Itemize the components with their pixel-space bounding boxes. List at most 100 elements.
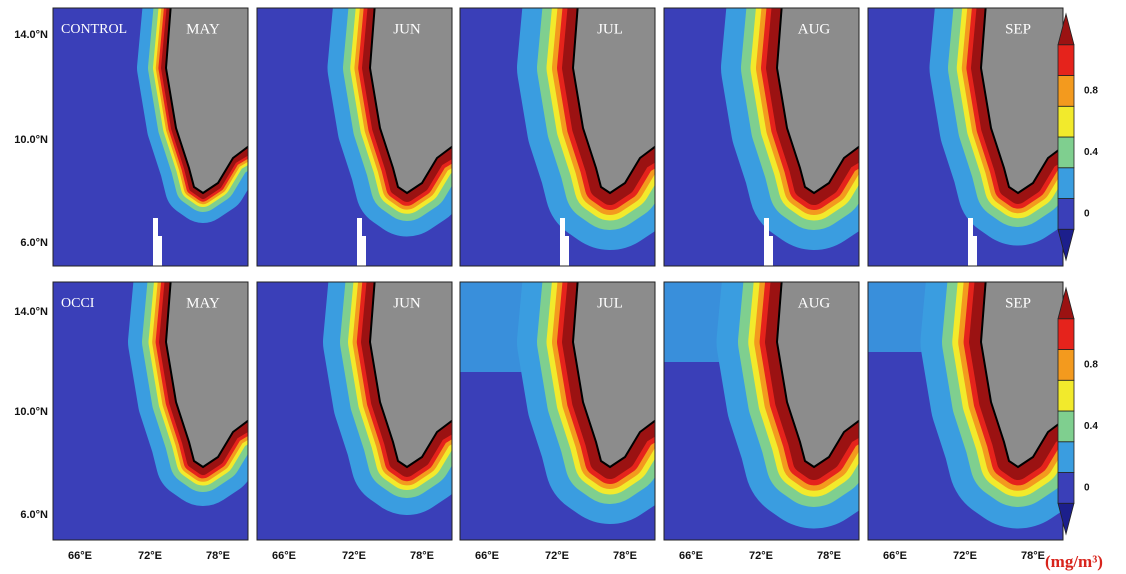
- month-label: JUN: [393, 295, 421, 311]
- colorbar-segment: [1057, 44, 1075, 76]
- colorbar-segment: [1057, 136, 1075, 169]
- colorbar-triangle: [1057, 286, 1075, 320]
- map-panel: JUL: [459, 7, 656, 267]
- row-label: CONTROL: [61, 22, 127, 37]
- lat-tick-label: 14.0°N: [14, 306, 48, 318]
- month-label: MAY: [186, 295, 220, 311]
- month-label: SEP: [1005, 21, 1031, 37]
- month-label: MAY: [186, 21, 220, 37]
- colorbar-tick-label: 0: [1084, 209, 1090, 220]
- colorbar-segment: [1057, 410, 1075, 443]
- month-label: JUL: [597, 295, 623, 311]
- month-label: AUG: [798, 295, 831, 311]
- lon-tick-label: 72°E: [953, 550, 977, 562]
- panel-frame: [256, 281, 453, 541]
- map-content: [868, 282, 1063, 540]
- unit-label: (mg/m³): [1045, 552, 1103, 571]
- colorbar-tick-label: 0.4: [1084, 421, 1098, 432]
- island: [565, 236, 569, 266]
- map-panel: JUN: [256, 281, 453, 541]
- map-panel: MAY OCCI: [52, 281, 249, 541]
- panel-frame: [663, 7, 860, 267]
- land: [571, 282, 655, 469]
- land: [164, 282, 248, 469]
- island: [357, 218, 362, 266]
- month-label: SEP: [1005, 295, 1031, 311]
- map-content: [53, 8, 248, 266]
- map-panel: SEP: [867, 7, 1064, 267]
- lon-tick-label: 72°E: [138, 550, 162, 562]
- land: [979, 8, 1063, 195]
- lon-tick-label: 78°E: [613, 550, 637, 562]
- land: [368, 8, 452, 195]
- map-panel: JUL: [459, 281, 656, 541]
- map-content: [868, 8, 1063, 266]
- colorbar-triangle: [1057, 12, 1075, 46]
- panel-frame: [52, 7, 249, 267]
- colorbar-tick-label: 0.4: [1084, 147, 1098, 158]
- map-panel: SEP: [867, 281, 1064, 541]
- panel-frame: [256, 7, 453, 267]
- lon-tick-label: 72°E: [749, 550, 773, 562]
- panel-frame: [52, 281, 249, 541]
- map-content: [257, 282, 452, 540]
- panel-frame: [459, 281, 656, 541]
- colorbar-tick-label: 0: [1084, 483, 1090, 494]
- land: [775, 282, 859, 469]
- map-panel: JUN: [256, 7, 453, 267]
- lat-tick-label: 6.0°N: [20, 509, 48, 521]
- map-panel: AUG: [663, 7, 860, 267]
- month-label: JUL: [597, 21, 623, 37]
- land: [164, 8, 248, 195]
- colorbar-segment: [1057, 75, 1075, 107]
- map-content: [53, 282, 248, 540]
- lon-tick-label: 78°E: [817, 550, 841, 562]
- colorbar-segment: [1057, 379, 1075, 412]
- map-content: [460, 8, 655, 266]
- lat-tick-label: 6.0°N: [20, 237, 48, 249]
- land: [571, 8, 655, 195]
- colorbar-tick-label: 0.8: [1084, 86, 1098, 97]
- land: [775, 8, 859, 195]
- month-label: JUN: [393, 21, 421, 37]
- lon-tick-label: 78°E: [206, 550, 230, 562]
- island: [973, 236, 977, 266]
- lon-tick-label: 66°E: [272, 550, 296, 562]
- month-label: AUG: [798, 21, 831, 37]
- colorbar-segment: [1057, 198, 1075, 230]
- island: [153, 218, 158, 266]
- island: [362, 236, 366, 266]
- lon-tick-label: 78°E: [410, 550, 434, 562]
- land: [368, 282, 452, 469]
- map-content: [257, 8, 452, 266]
- map-content: [664, 282, 859, 540]
- map-content: [664, 8, 859, 266]
- colorbar-segment: [1057, 167, 1075, 199]
- map-panel: AUG: [663, 281, 860, 541]
- colorbar-tick-label: 0.8: [1084, 360, 1098, 371]
- panel-frame: [663, 281, 860, 541]
- lat-tick-label: 10.0°N: [14, 134, 48, 146]
- map-content: [460, 282, 655, 540]
- row-label: OCCI: [61, 296, 95, 311]
- colorbar-segment: [1057, 472, 1075, 504]
- lon-tick-label: 72°E: [545, 550, 569, 562]
- island: [769, 236, 773, 266]
- lon-tick-label: 66°E: [68, 550, 92, 562]
- lat-tick-label: 14.0°N: [14, 29, 48, 41]
- colorbar-segment: [1057, 349, 1075, 381]
- lat-tick-label: 10.0°N: [14, 406, 48, 418]
- colorbar-segment: [1057, 105, 1075, 138]
- island: [158, 236, 162, 266]
- island: [764, 218, 769, 266]
- lon-tick-label: 78°E: [1021, 550, 1045, 562]
- island: [560, 218, 565, 266]
- land: [979, 282, 1063, 469]
- panel-frame: [459, 7, 656, 267]
- map-panel: MAY CONTROL: [52, 7, 249, 267]
- island: [968, 218, 973, 266]
- colorbar-segment: [1057, 441, 1075, 473]
- colorbar-segment: [1057, 318, 1075, 350]
- lon-tick-label: 66°E: [679, 550, 703, 562]
